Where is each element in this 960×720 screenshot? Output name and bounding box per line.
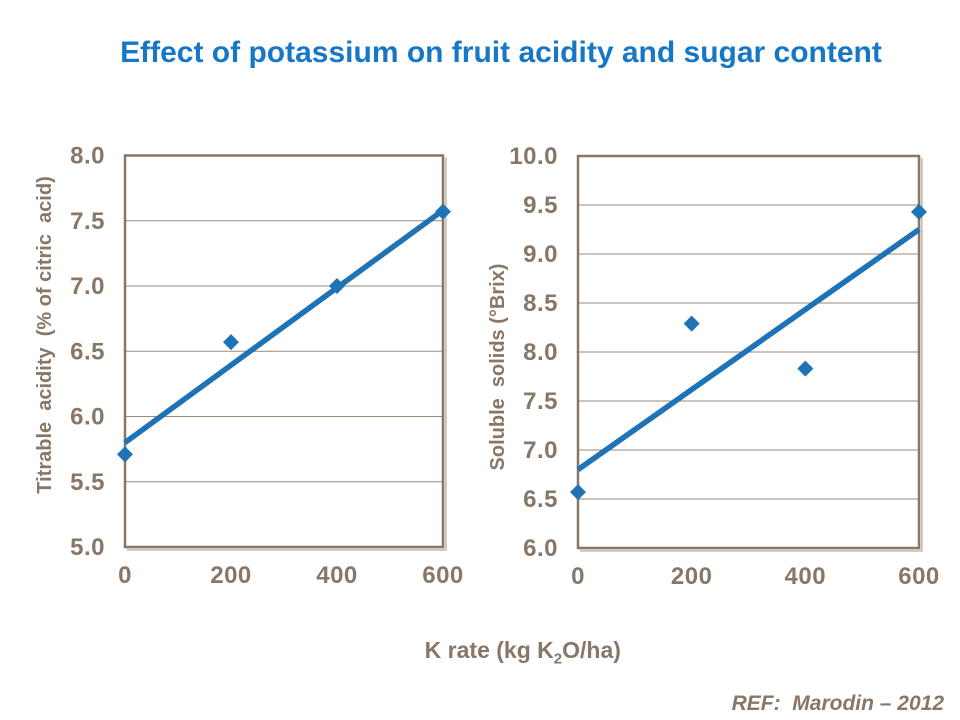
x-axis-label-subscript: 2 (553, 650, 563, 668)
y-axis-label-titrable-acidity: Titrable acidity (% of citric acid) (34, 176, 56, 494)
y-tick-label: 7.0 (70, 273, 105, 300)
x-tick-label: 0 (571, 563, 585, 590)
y-tick-label: 8.0 (523, 339, 558, 366)
y-tick-label: 8.0 (70, 143, 105, 170)
y-tick-label: 6.0 (523, 535, 558, 562)
data-point (117, 446, 133, 463)
trend-line (123, 208, 445, 445)
data-point (570, 484, 586, 501)
plot-frame (123, 154, 445, 549)
y-tick-label: 5.0 (70, 534, 105, 561)
y-tick-label: 7.5 (70, 208, 105, 235)
trend-line (576, 227, 921, 472)
slide-title: Effect of potassium on fruit acidity and… (120, 36, 882, 69)
y-tick-label: 5.5 (70, 469, 105, 496)
x-tick-label: 600 (422, 562, 464, 589)
y-tick-label: 8.5 (523, 290, 558, 317)
data-point (329, 278, 345, 294)
x-axis-label-text-end: O/ha) (562, 637, 621, 663)
data-point (911, 203, 927, 220)
data-point (797, 360, 814, 377)
x-tick-label: 400 (316, 562, 358, 589)
y-tick-label: 7.0 (523, 437, 558, 464)
y-tick-label: 6.0 (70, 404, 105, 431)
data-point (223, 334, 239, 351)
y-tick-label: 6.5 (70, 338, 105, 365)
x-tick-label: 400 (785, 563, 827, 590)
y-tick-label: 6.5 (523, 486, 558, 513)
plot-frame-shadow (580, 158, 923, 552)
y-tick-label: 7.5 (523, 388, 558, 415)
y-tick-label: 9.0 (523, 241, 558, 268)
x-axis-label-text: K rate (kg K (424, 637, 554, 663)
chart-titrable-acidity: 5.0 5.5 6.0 6.5 7.0 7.5 8.0 0 200 400 600 (70, 143, 464, 590)
x-tick-label: 200 (671, 563, 713, 590)
chart-soluble-solids: 6.0 6.5 7.0 7.5 8.0 8.5 9.0 9.5 10.0 0 200 400 600 (509, 143, 940, 590)
data-point (683, 315, 700, 332)
x-tick-label: 0 (118, 562, 132, 589)
data-point (435, 203, 451, 220)
plot-frame (576, 154, 921, 550)
y-tick-label: 10.0 (509, 143, 558, 170)
x-tick-label: 600 (898, 563, 940, 590)
reference-citation: REF: Marodin – 2012 (731, 692, 944, 715)
plot-frame-shadow (127, 157, 447, 551)
x-axis-label: K rate (kg K2O/ha) (310, 610, 710, 695)
y-tick-label: 9.5 (523, 192, 558, 219)
x-tick-label: 200 (210, 562, 252, 589)
